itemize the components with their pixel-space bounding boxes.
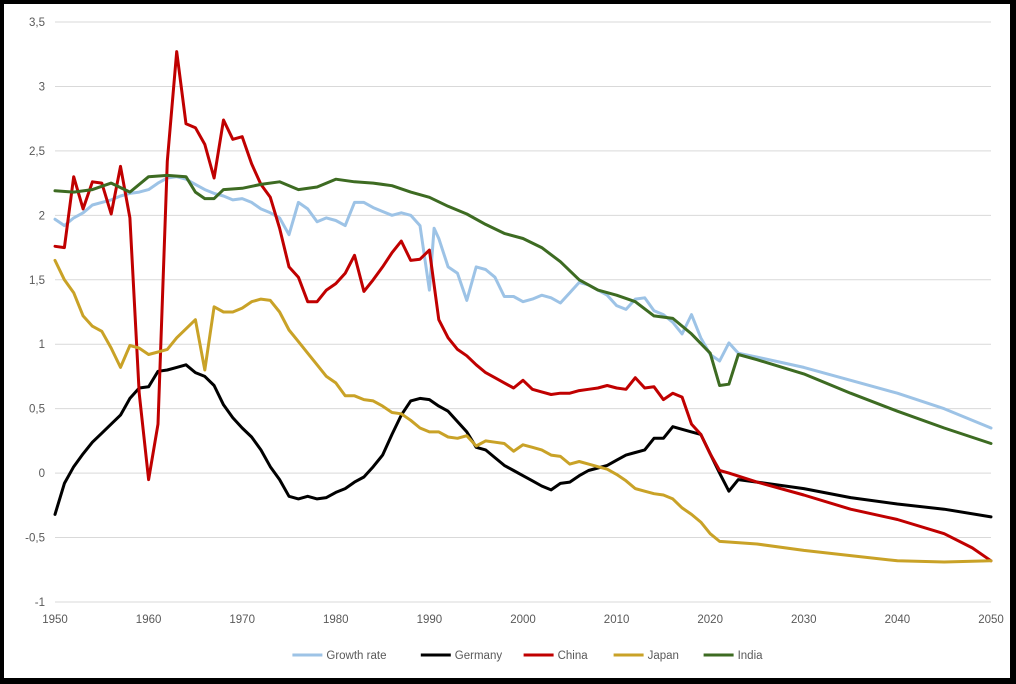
series-line-growth-rate: [53, 175, 993, 430]
series-line-germany: [53, 363, 993, 519]
series-line-japan: [53, 258, 993, 564]
x-axis-tick-labels: 1950 1960 1970 1980 1990 2000 2010 2020 2030 2040…: [42, 614, 1004, 626]
y-tick-label: 2: [39, 210, 45, 222]
line-chart: 3,532,521,510,50-0,5-1 1950 1960 1970 1980 1…: [25, 17, 1004, 662]
x-tick-label: 2020: [697, 614, 723, 626]
grid-lines: [55, 21, 991, 603]
x-tick-label: 2010: [604, 614, 630, 626]
x-tick-label: 2040: [885, 614, 911, 626]
y-tick-label: 1,5: [29, 275, 45, 287]
x-tick-label: 1980: [323, 614, 349, 626]
legend-label: China: [558, 650, 589, 662]
y-tick-label: 3,5: [29, 17, 45, 29]
legend-label: Growth rate: [326, 650, 386, 662]
y-tick-label: -1: [35, 597, 45, 609]
y-axis-tick-labels: 3,5 3 2,5 2 1,5 1 0,5 0 -0,5 -1: [25, 17, 45, 609]
legend-label: Germany: [455, 650, 503, 662]
y-tick-label: 0,5: [29, 404, 45, 416]
chart-frame: 3,5 3 2,5 2 1,5 1 0,5 0 -0,5 -1 1950 1960 1970 1980 1…: [4, 4, 1010, 678]
legend-label: India: [738, 650, 764, 662]
series-line-china: [53, 50, 993, 563]
y-tick-label: 2,5: [29, 146, 45, 158]
x-tick-label: 1960: [136, 614, 162, 626]
legend: Growth rate Germany China Japan India: [292, 650, 763, 662]
x-tick-label: 2000: [510, 614, 536, 626]
x-tick-label: 2050: [978, 614, 1004, 626]
y-tick-label: 3: [39, 81, 45, 93]
y-tick-label: 0: [39, 468, 45, 480]
x-tick-label: 1990: [417, 614, 443, 626]
x-tick-label: 1950: [42, 614, 68, 626]
y-tick-label: -0,5: [25, 533, 45, 545]
x-tick-label: 2030: [791, 614, 817, 626]
series-line-india: [53, 173, 993, 445]
y-tick-label: 1: [39, 339, 45, 351]
legend-label: Japan: [648, 650, 679, 662]
x-tick-label: 1970: [229, 614, 255, 626]
series-lines: [53, 50, 993, 564]
